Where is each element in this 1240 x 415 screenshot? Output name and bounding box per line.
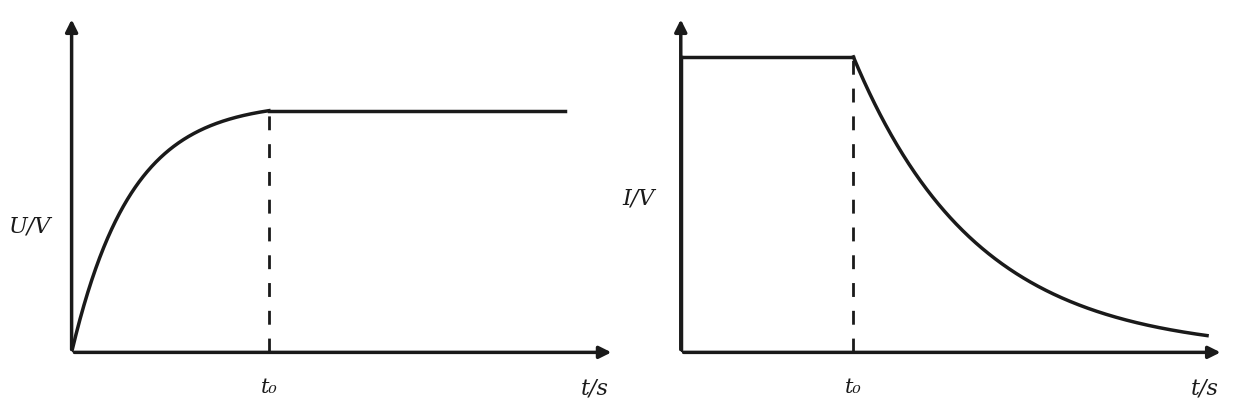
Text: t₀: t₀ xyxy=(260,378,278,397)
Text: I/V: I/V xyxy=(622,188,655,210)
Text: t₀: t₀ xyxy=(844,378,862,397)
Text: t/s: t/s xyxy=(582,378,609,400)
Text: U/V: U/V xyxy=(9,216,51,238)
Text: t/s: t/s xyxy=(1190,378,1218,400)
